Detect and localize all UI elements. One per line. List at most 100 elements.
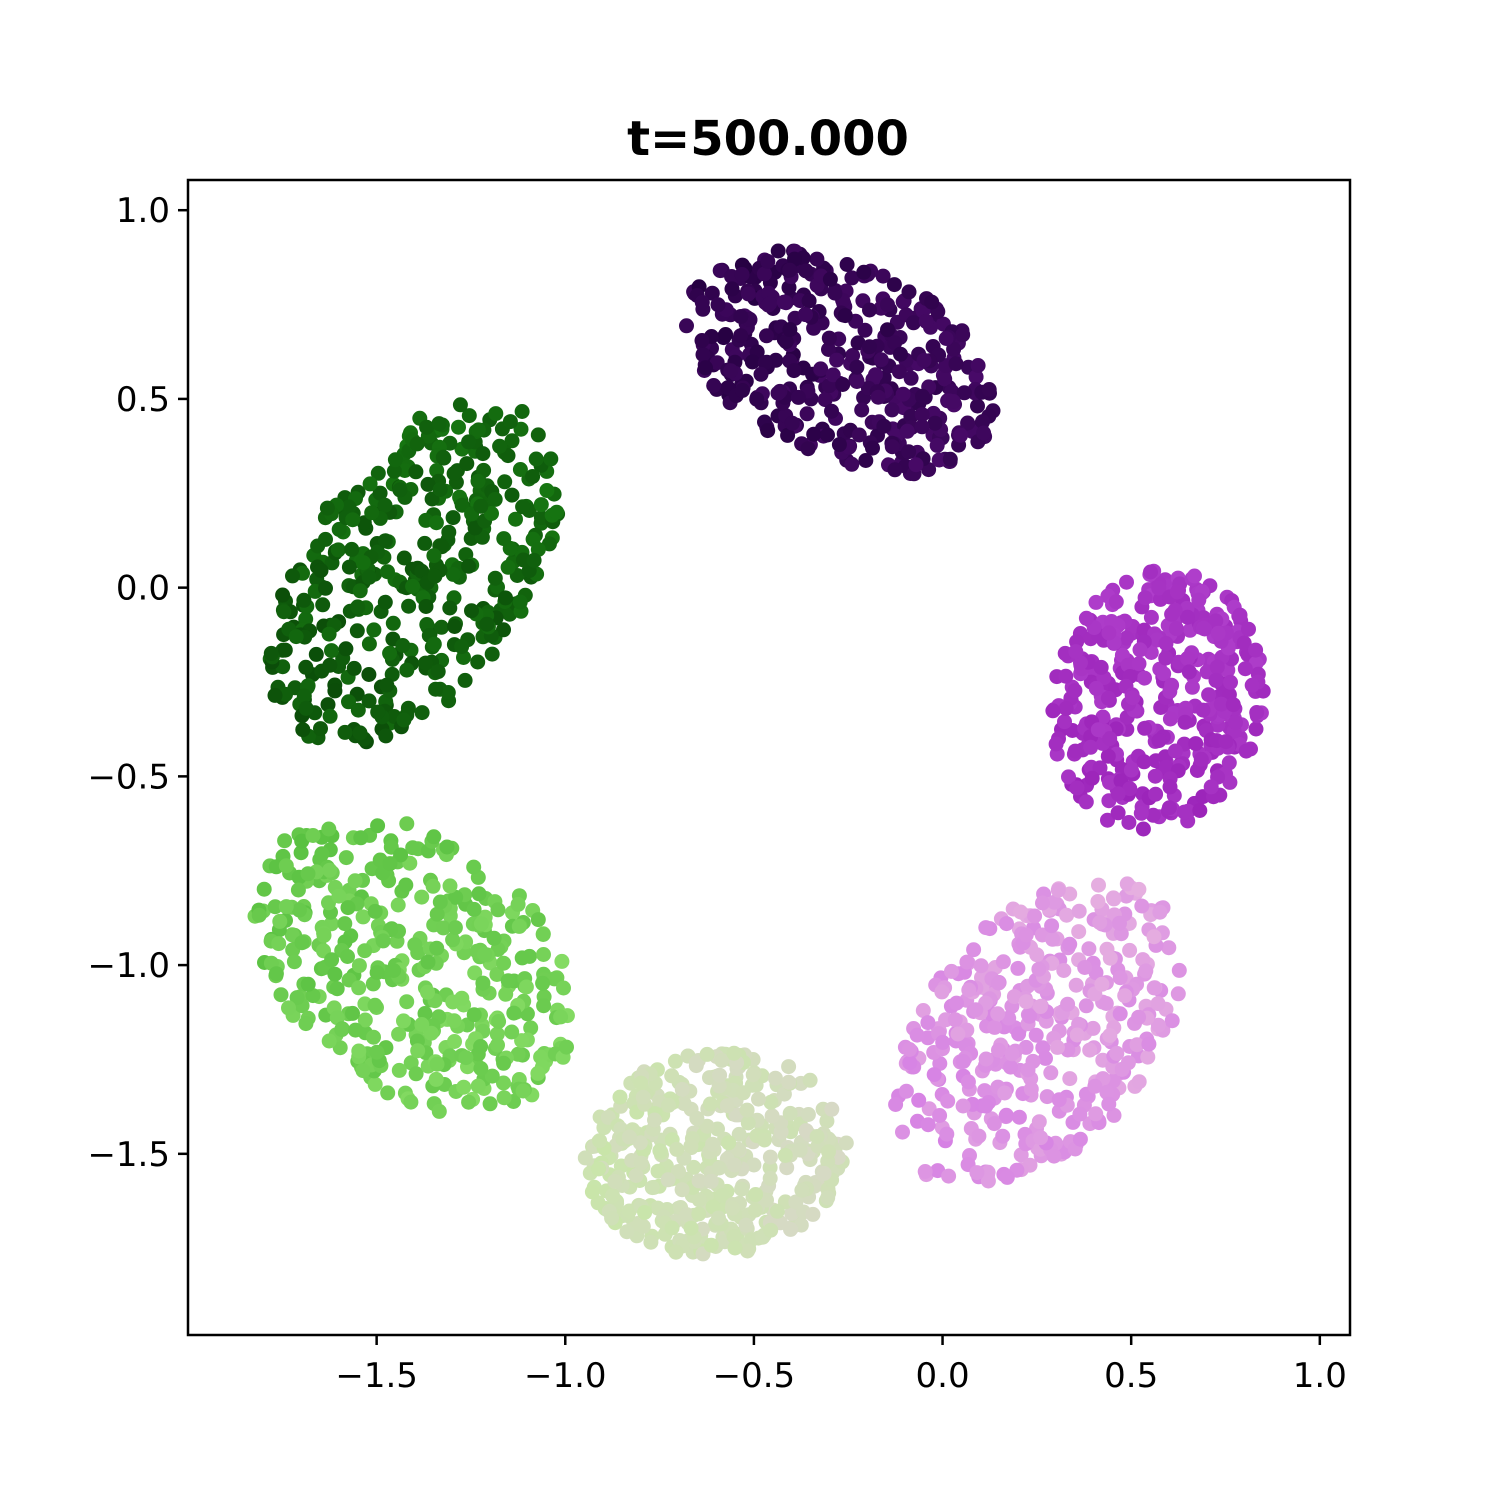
scatter-point [976,425,992,441]
scatter-point [321,626,337,642]
scatter-point [637,1205,653,1220]
scatter-point [1093,659,1109,675]
scatter-point [414,889,430,905]
scatter-point [1078,998,1094,1014]
scatter-point [451,419,466,435]
scatter-point [899,423,915,439]
scatter-point [377,497,393,513]
scatter-point [1114,1061,1130,1077]
scatter-point [391,1062,407,1078]
scatter-point [268,966,284,982]
scatter-point [798,307,813,323]
scatter-point [386,963,402,978]
scatter-point [380,1085,396,1101]
scatter-point [757,1132,772,1148]
scatter-point [986,1116,1002,1132]
scatter-point [344,541,360,557]
scatter-point [813,361,829,377]
scatter-point [854,402,870,418]
scatter-point [489,967,505,982]
scatter-point [1056,963,1072,978]
scatter-point [294,935,310,951]
scatter-point [355,1063,371,1079]
scatter-point [504,1024,520,1040]
scatter-point [470,654,486,670]
scatter-point [733,309,749,324]
scatter-point [738,1217,754,1233]
y-axis: 1.0 0.5 0.0 −0.5 −1.0 −1.5 [87,191,188,1175]
scatter-point [367,1076,383,1092]
scatter-point [386,463,402,479]
scatter-point [432,894,448,910]
scatter-point [357,943,373,959]
scatter-point [1078,794,1094,810]
scatter-point [1150,996,1166,1012]
scatter-point [880,322,895,338]
scatter-point [332,1040,348,1056]
scatter-point [390,897,406,913]
scatter-point [723,363,739,379]
scatter-point [1135,952,1151,968]
scatter-point [417,535,433,551]
scatter-point [447,920,463,936]
scatter-point [484,646,500,662]
scatter-point [837,308,853,324]
scatter-point [762,1160,778,1176]
scatter-point [338,850,354,866]
scatter-point [829,352,845,368]
scatter-point [512,594,528,610]
scatter-point [498,986,514,1002]
scatter-point [1031,1114,1047,1130]
scatter-point [475,446,491,462]
scatter-point [322,862,338,878]
scatter-point [914,407,930,423]
scatter-point [414,1017,430,1032]
scatter-point [419,419,435,435]
scatter-point [361,636,377,652]
scatter-point [747,1202,763,1218]
scatter-point [410,1043,426,1059]
scatter-point [330,542,346,558]
scatter-point [1102,731,1118,747]
scatter-point [408,1066,424,1082]
scatter-point [782,1105,798,1121]
scatter-point [375,933,391,949]
scatter-point [1122,781,1138,797]
x-tick-label: 1.0 [1293,1356,1347,1396]
scatter-point [1062,1071,1078,1087]
scatter-point [514,404,530,419]
scatter-point [769,1203,785,1219]
scatter-point [748,1187,764,1202]
scatter-point [431,1103,447,1119]
scatter-point [331,888,347,904]
scatter-point [914,419,930,435]
scatter-point [536,947,551,962]
scatter-point [937,371,953,387]
scatter-point [405,840,421,856]
scatter-point [800,1107,816,1122]
scatter-point [475,975,491,991]
scatter-point [674,1082,690,1097]
scatter-point [331,521,347,537]
scatter-point [308,646,324,662]
scatter-point [934,984,950,1000]
scatter-point [366,1029,381,1045]
scatter-point [273,987,289,1003]
scatter-point [1104,614,1119,629]
scatter-point [319,500,335,516]
scatter-point [759,328,774,344]
scatter-point [305,828,321,843]
scatter-point [454,639,470,655]
scatter-point [851,427,867,443]
scatter-point [731,1126,747,1142]
scatter-point [350,702,366,718]
scatter-point [778,334,794,350]
scatter-point [461,1094,477,1110]
scatter-point [313,721,328,737]
scatter-point [497,474,513,490]
scatter-point [1192,803,1208,818]
scatter-point [271,936,287,952]
scatter-point [955,327,971,343]
scatter-point [831,437,847,453]
scatter-point [980,1173,996,1189]
